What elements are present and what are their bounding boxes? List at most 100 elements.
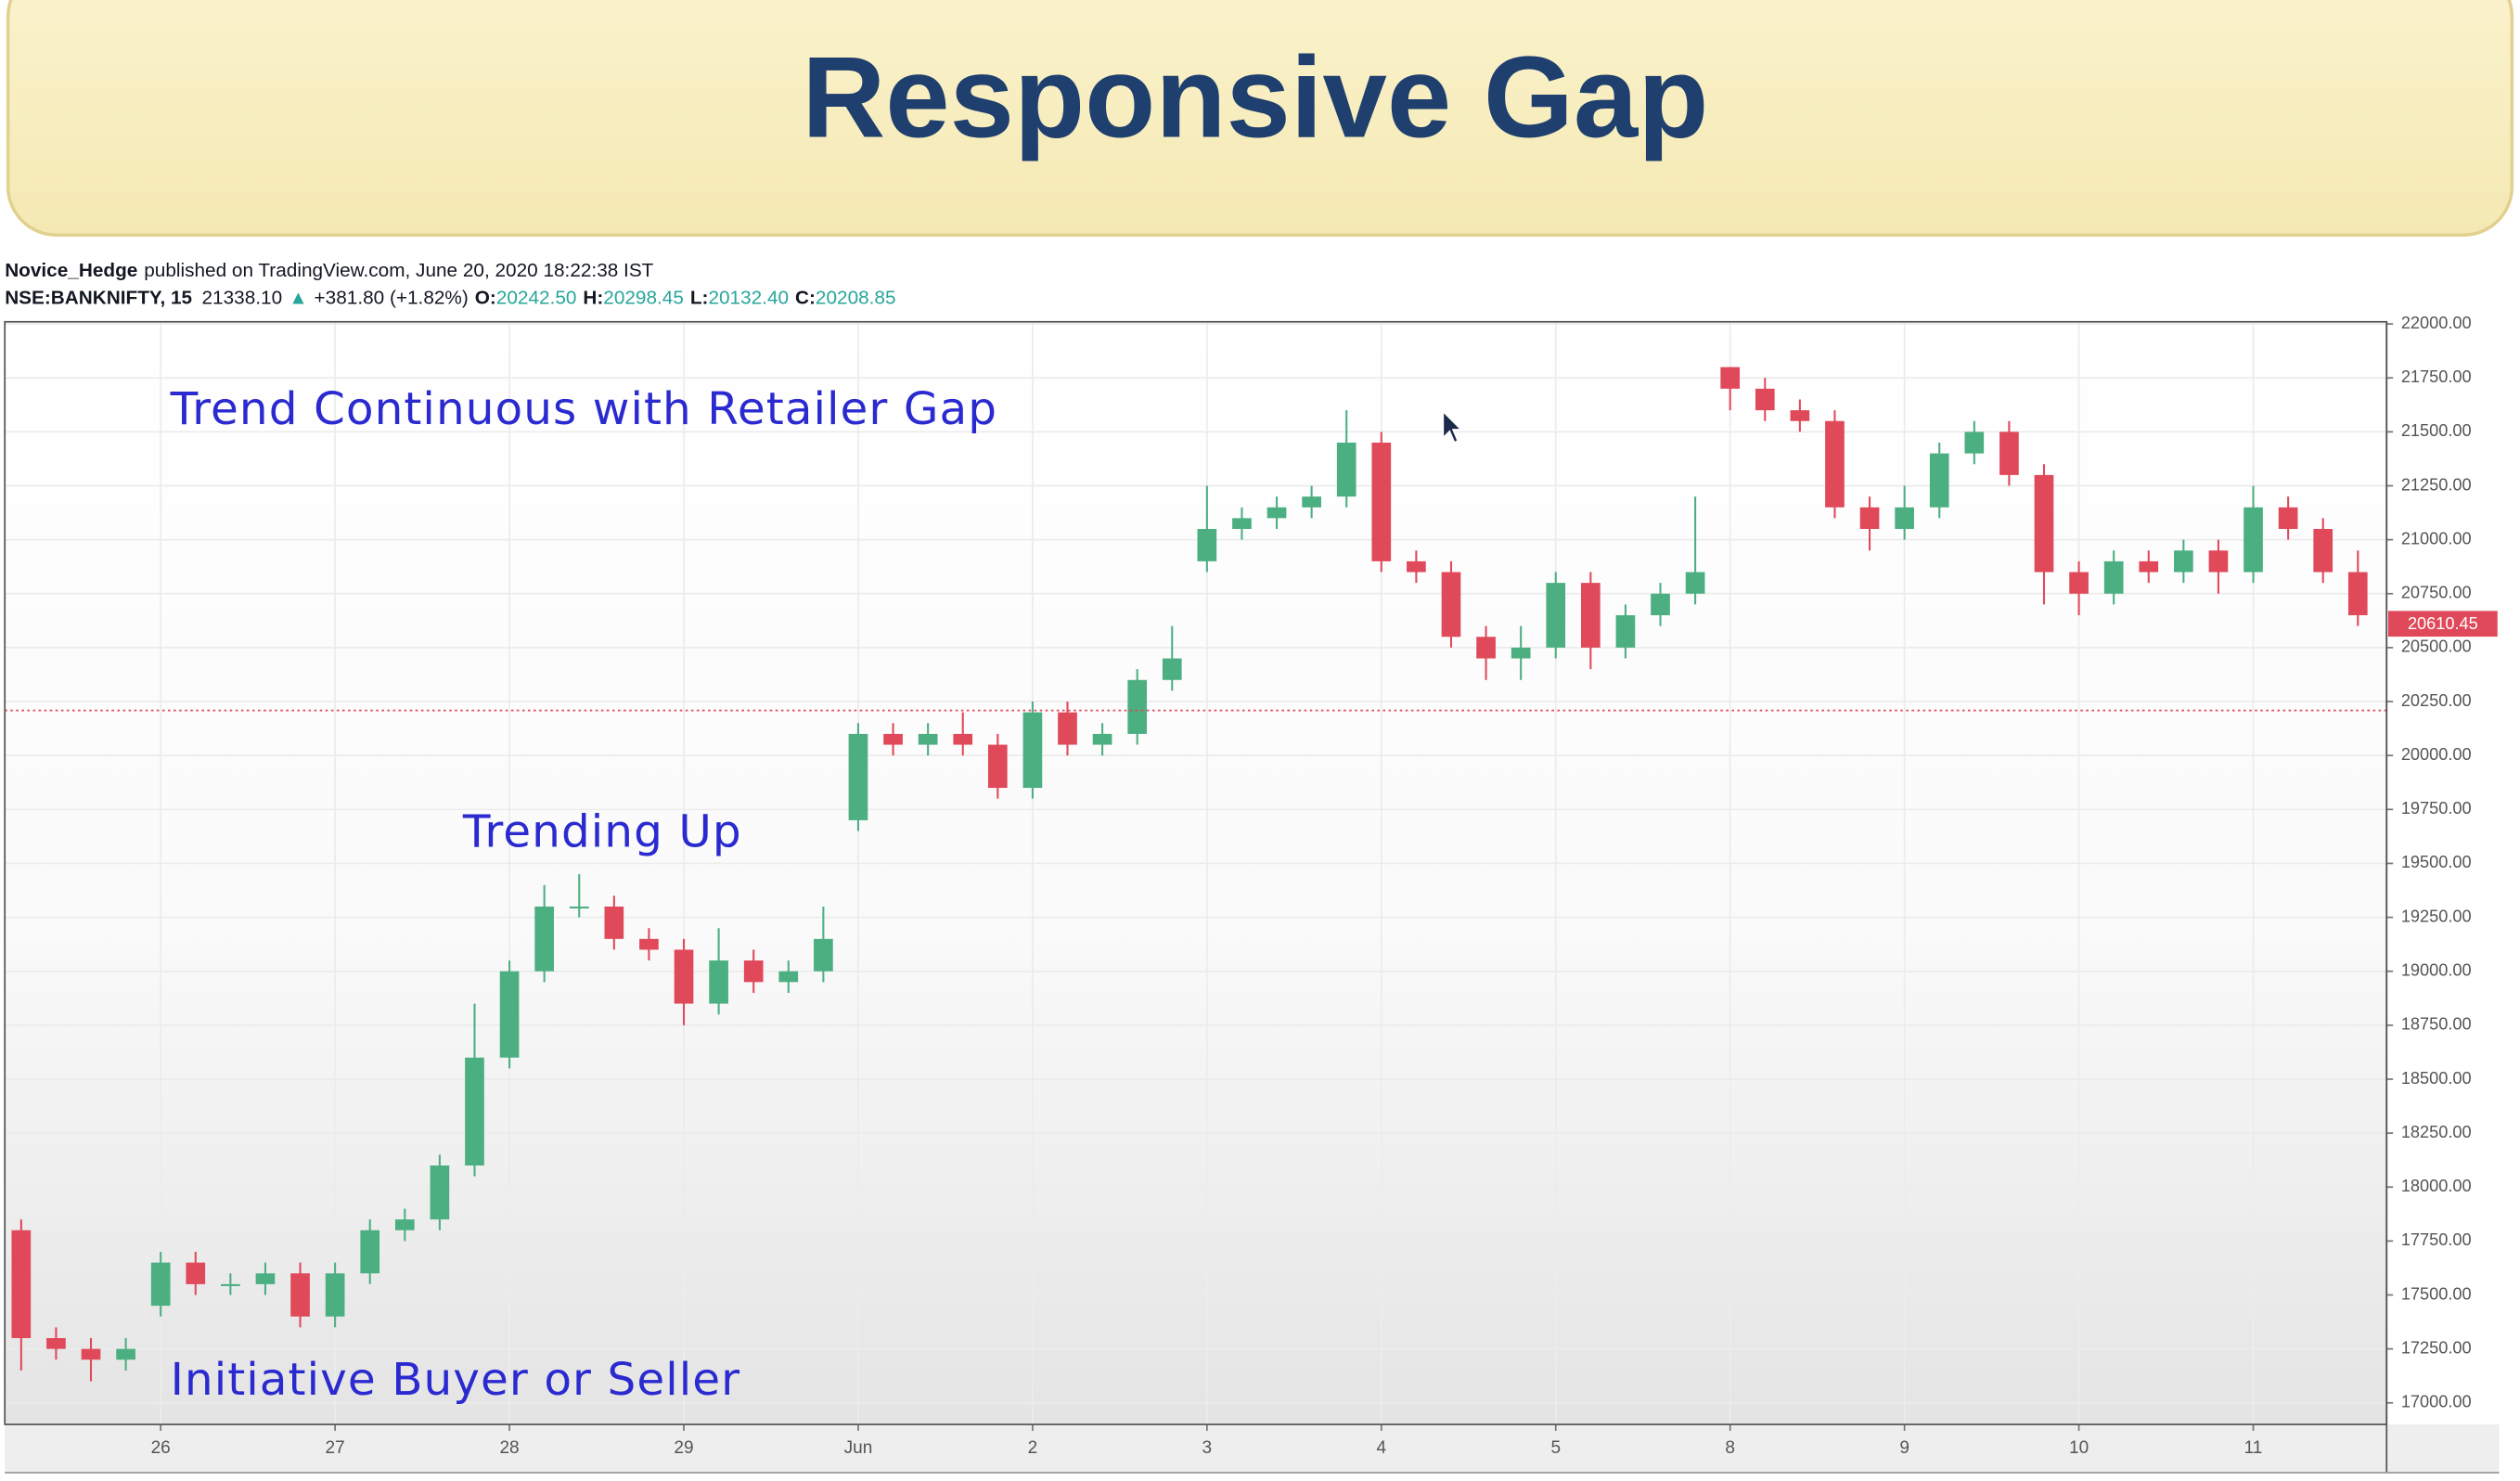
y-tick-label: 20750.00 bbox=[2401, 584, 2472, 602]
candle-body bbox=[1895, 507, 1914, 530]
symbol: NSE:BANKNIFTY, 15 bbox=[5, 288, 192, 309]
candle-body bbox=[639, 938, 659, 950]
candle-body bbox=[1266, 507, 1287, 519]
candle-body bbox=[1058, 712, 1077, 745]
labels: 17000.00 17250.00 17500.00 17750.00 18000.00… bbox=[151, 314, 2498, 1458]
y-tick-label: 17000.00 bbox=[2401, 1393, 2472, 1411]
candle-body bbox=[1964, 431, 1985, 454]
price-axis bbox=[2386, 321, 2500, 1425]
candle-body bbox=[1197, 529, 1217, 561]
x-tick-label: 26 bbox=[151, 1438, 171, 1458]
ohlc-value: 20242.50 bbox=[496, 288, 577, 309]
candle-body bbox=[2139, 560, 2159, 573]
candle-body bbox=[1999, 431, 2019, 475]
candle-body bbox=[2244, 507, 2263, 573]
candle-body bbox=[1302, 496, 1321, 508]
candle-body bbox=[2347, 572, 2368, 616]
candle-body bbox=[186, 1262, 206, 1284]
candle-body bbox=[116, 1348, 135, 1360]
y-tick-label: 22000.00 bbox=[2401, 314, 2472, 332]
candle-body bbox=[1685, 572, 1705, 594]
y-tick-label: 20500.00 bbox=[2401, 637, 2472, 656]
candle-body bbox=[81, 1348, 101, 1360]
x-tick-label: 9 bbox=[1899, 1438, 1909, 1458]
candle-body bbox=[1651, 593, 1670, 616]
y-tick-label: 19250.00 bbox=[2401, 907, 2472, 925]
candle-body bbox=[2103, 560, 2124, 594]
candle-body bbox=[394, 1219, 415, 1230]
ohlc-key: O: bbox=[475, 288, 496, 309]
source-line: Novice_Hedge published on TradingView.com… bbox=[5, 261, 653, 282]
candle-body bbox=[290, 1273, 310, 1317]
candle-body bbox=[987, 744, 1008, 789]
last-price-tag bbox=[2387, 611, 2498, 637]
candle-body bbox=[2034, 474, 2054, 573]
candle-body bbox=[2278, 507, 2298, 530]
y-tick-label: 21750.00 bbox=[2401, 367, 2472, 386]
chart-title: Responsive Gap bbox=[802, 33, 1708, 162]
candle-body bbox=[1476, 637, 1496, 659]
candle-body bbox=[1232, 518, 1252, 530]
title-banner bbox=[6, 0, 2514, 237]
cursor bbox=[1442, 410, 1463, 444]
candle-body bbox=[1755, 388, 1775, 411]
candle-body bbox=[221, 1283, 240, 1286]
symbol-line: NSE:BANKNIFTY, 15 21338.10 ▲ +381.80 (+1.82… bbox=[5, 288, 895, 309]
annotation: Trending Up bbox=[462, 805, 742, 857]
candle-body bbox=[1511, 647, 1531, 659]
y-tick-label: 17250.00 bbox=[2401, 1338, 2472, 1357]
annotation: Trend Continuous with Retailer Gap bbox=[170, 383, 997, 435]
y-tick-label: 17750.00 bbox=[2401, 1230, 2472, 1249]
ohlc-value: 20132.40 bbox=[708, 288, 789, 309]
candle-body bbox=[1615, 615, 1636, 648]
candle-body bbox=[1859, 507, 1880, 530]
candle-body bbox=[499, 971, 520, 1058]
candle-body bbox=[1407, 560, 1426, 573]
annotation: Initiative Buyer or Seller bbox=[171, 1354, 741, 1406]
y-tick-label: 21000.00 bbox=[2401, 529, 2472, 547]
candle-body bbox=[814, 938, 833, 972]
candle-body bbox=[1790, 410, 1810, 421]
ohlc-value: 20208.85 bbox=[816, 288, 896, 309]
candle-body bbox=[953, 733, 973, 745]
candle-body bbox=[778, 971, 799, 983]
candle-body bbox=[1825, 420, 1845, 508]
candle-body bbox=[46, 1338, 66, 1349]
y-tick-label: 19000.00 bbox=[2401, 961, 2472, 980]
candle-body bbox=[255, 1273, 276, 1284]
candle-body bbox=[604, 906, 624, 939]
candle-body bbox=[360, 1230, 380, 1274]
change: +381.80 (+1.82%) bbox=[315, 288, 469, 309]
candle-body bbox=[1127, 679, 1148, 734]
y-tick-label: 18500.00 bbox=[2401, 1069, 2472, 1088]
candle-body bbox=[1371, 442, 1392, 561]
candle-body bbox=[1022, 712, 1043, 789]
candle-body bbox=[150, 1262, 171, 1307]
candle-body bbox=[1336, 442, 1356, 497]
candle-body bbox=[918, 733, 938, 745]
candle-body bbox=[430, 1165, 450, 1220]
candle-body bbox=[743, 960, 764, 983]
y-tick-label: 21500.00 bbox=[2401, 421, 2472, 440]
candle-body bbox=[534, 906, 555, 972]
candle-body bbox=[674, 949, 694, 1004]
x-tick-label: 8 bbox=[1725, 1438, 1735, 1458]
y-tick-label: 18250.00 bbox=[2401, 1123, 2472, 1141]
candle-body bbox=[1546, 583, 1566, 648]
candle-body bbox=[883, 733, 903, 745]
y-tick-label: 20250.00 bbox=[2401, 691, 2472, 710]
candle-body bbox=[1162, 658, 1182, 680]
x-tick-label: 28 bbox=[499, 1438, 519, 1458]
price: 21338.10 bbox=[202, 288, 283, 309]
candle-body bbox=[325, 1273, 345, 1317]
x-tick-label: 3 bbox=[1202, 1438, 1213, 1458]
x-tick-label: 29 bbox=[674, 1438, 693, 1458]
x-tick-label: 5 bbox=[1550, 1438, 1561, 1458]
x-tick-label: Jun bbox=[844, 1438, 873, 1458]
y-tick-label: 19750.00 bbox=[2401, 799, 2472, 818]
last-price-label: 20610.45 bbox=[2408, 614, 2478, 633]
ohlc-value: 20298.45 bbox=[603, 288, 684, 309]
candle-body bbox=[569, 906, 589, 909]
